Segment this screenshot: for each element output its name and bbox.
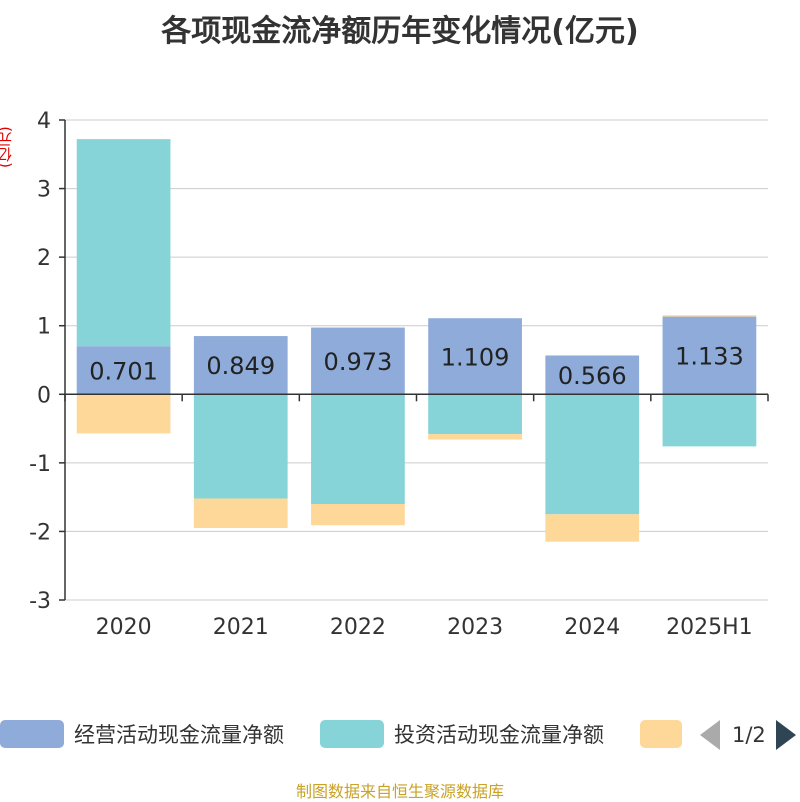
data-label: 1.133 bbox=[675, 342, 744, 370]
y-tick-label: 3 bbox=[37, 178, 51, 203]
y-tick-label: 0 bbox=[37, 383, 51, 408]
y-tick-label: -2 bbox=[29, 520, 51, 545]
bar-investing bbox=[193, 394, 288, 499]
bar-financing bbox=[545, 514, 640, 542]
x-tick-label: 2022 bbox=[330, 615, 386, 640]
legend-swatch-investing bbox=[320, 720, 384, 748]
x-tick-label: 2021 bbox=[213, 615, 269, 640]
bar-operating bbox=[76, 346, 171, 395]
legend-item-investing[interactable]: 投资活动现金流量净额 bbox=[320, 720, 604, 748]
bar-financing bbox=[428, 434, 522, 440]
bar-investing bbox=[76, 139, 171, 347]
bar-investing bbox=[311, 394, 405, 504]
chart-title: 各项现金流净额历年变化情况(亿元) bbox=[161, 14, 639, 49]
bar-investing bbox=[545, 394, 640, 515]
data-label: 0.566 bbox=[558, 362, 627, 390]
y-tick-label: 4 bbox=[37, 109, 51, 134]
legend-label-investing: 投资活动现金流量净额 bbox=[394, 723, 604, 747]
y-tick-label: -1 bbox=[29, 452, 51, 477]
bar-financing bbox=[193, 498, 288, 528]
y-tick-label: -3 bbox=[29, 589, 51, 614]
bar-operating bbox=[311, 327, 405, 395]
legend-pager: 1/2 bbox=[700, 720, 796, 750]
cashflow-bar-chart: 4 3 2 1 0 -1 -2 -3 0.701 2020 0.849 2021 0.973 2022 1.… bbox=[29, 109, 769, 640]
x-tick-label: 2025H1 bbox=[666, 615, 753, 640]
data-label: 1.109 bbox=[441, 343, 510, 371]
data-label: 0.701 bbox=[89, 357, 158, 385]
y-tick-label: 2 bbox=[37, 246, 51, 271]
bar-investing bbox=[428, 394, 522, 435]
bar-investing bbox=[662, 394, 757, 447]
legend-swatch-operating bbox=[0, 720, 64, 748]
x-tick-label: 2020 bbox=[96, 615, 152, 640]
bar-financing bbox=[311, 504, 405, 526]
legend-next-page-icon[interactable] bbox=[775, 720, 796, 750]
bar-operating bbox=[428, 318, 522, 395]
data-source-note: 制图数据来自恒生聚源数据库 bbox=[295, 782, 504, 801]
y-tick-label: 1 bbox=[37, 315, 51, 340]
x-tick-label: 2024 bbox=[564, 615, 620, 640]
bar-operating bbox=[193, 336, 288, 395]
legend: 经营活动现金流量净额 投资活动现金流量净额 1/2 bbox=[0, 712, 800, 756]
data-label: 0.849 bbox=[206, 352, 275, 380]
legend-swatch-financing bbox=[640, 720, 682, 748]
bar-operating bbox=[545, 355, 640, 395]
legend-label-operating: 经营活动现金流量净额 bbox=[74, 723, 284, 747]
bar-operating bbox=[662, 316, 757, 395]
x-tick-label: 2023 bbox=[447, 615, 503, 640]
bar-financing bbox=[76, 394, 171, 434]
legend-item-operating[interactable]: 经营活动现金流量净额 bbox=[0, 720, 284, 748]
legend-prev-page-icon[interactable] bbox=[700, 720, 720, 750]
legend-page-indicator: 1/2 bbox=[732, 723, 766, 747]
data-label: 0.973 bbox=[324, 348, 393, 376]
bar-financing bbox=[662, 315, 757, 317]
legend-item-financing[interactable] bbox=[640, 720, 682, 748]
